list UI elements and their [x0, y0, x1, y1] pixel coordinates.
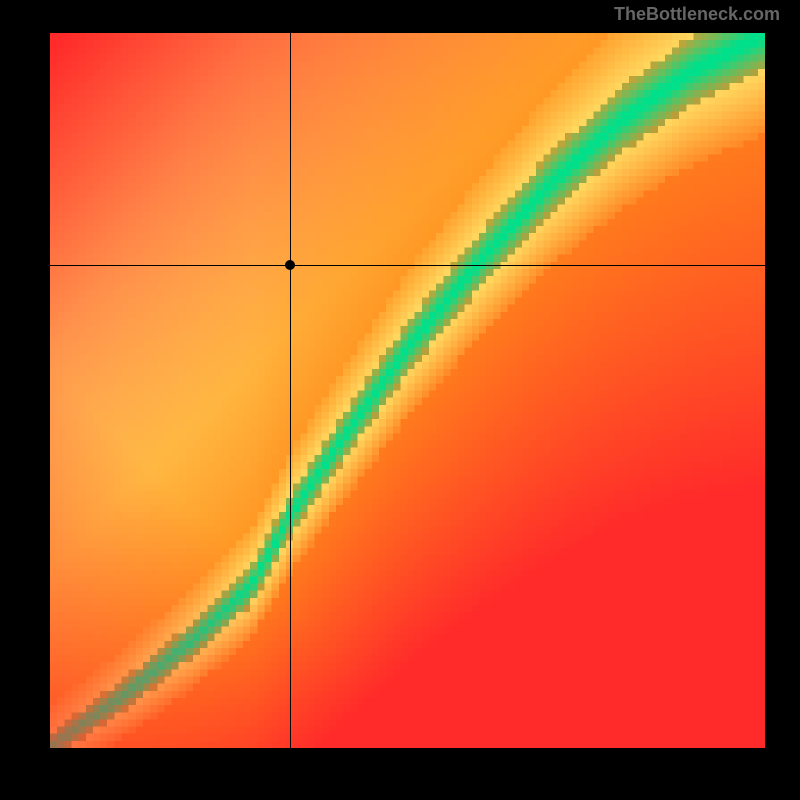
- heatmap-plot: [50, 33, 765, 748]
- crosshair-vertical: [290, 33, 291, 748]
- crosshair-dot: [285, 260, 295, 270]
- heatmap-canvas: [50, 33, 765, 748]
- watermark-text: TheBottleneck.com: [614, 4, 780, 25]
- crosshair-horizontal: [50, 265, 765, 266]
